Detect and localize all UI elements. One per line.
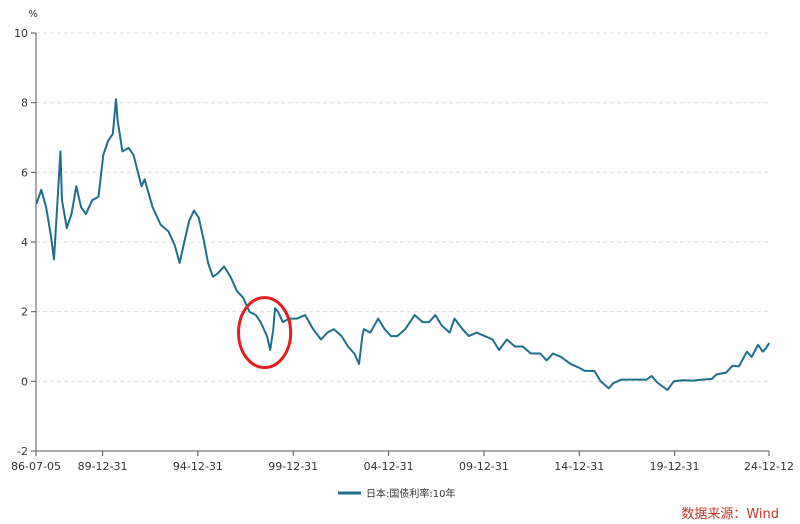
y-axis-ticks: -2 0 2 4 6 8 10 xyxy=(14,27,36,458)
gridlines xyxy=(36,32,769,382)
y-tick-label: 4 xyxy=(21,236,28,249)
y-tick-label: 2 xyxy=(21,306,28,319)
y-tick-label: 10 xyxy=(14,27,28,40)
y-axis-unit: % xyxy=(28,9,38,20)
x-tick-label: 19-12-31 xyxy=(650,460,700,473)
legend-label: 日本:国债利率:10年 xyxy=(366,487,455,500)
annotation-layer xyxy=(237,296,293,370)
y-tick-label: 0 xyxy=(21,375,28,388)
y-tick-label: 6 xyxy=(21,166,28,179)
x-tick-label: 89-12-31 xyxy=(78,460,128,473)
x-tick-label: 09-12-31 xyxy=(459,460,509,473)
x-tick-label: 99-12-31 xyxy=(268,460,318,473)
legend[interactable]: 日本:国债利率:10年 xyxy=(338,487,455,500)
series-layer xyxy=(35,98,771,391)
y-tick-label: 8 xyxy=(21,97,28,110)
x-tick-label: 14-12-31 xyxy=(554,460,604,473)
x-tick-label: 94-12-31 xyxy=(173,460,223,473)
annotation-circle xyxy=(237,296,293,370)
x-tick-label: 86-07-05 xyxy=(11,460,61,473)
x-axis-ticks: 86-07-05 89-12-31 94-12-31 99-12-31 04-12-31… xyxy=(11,451,794,473)
y-tick-label: -2 xyxy=(17,445,28,458)
source-note: 数据来源：Wind xyxy=(681,507,779,522)
x-tick-label: 24-12-12 xyxy=(744,460,794,473)
x-tick-label: 04-12-31 xyxy=(364,460,414,473)
series-line xyxy=(35,98,771,391)
